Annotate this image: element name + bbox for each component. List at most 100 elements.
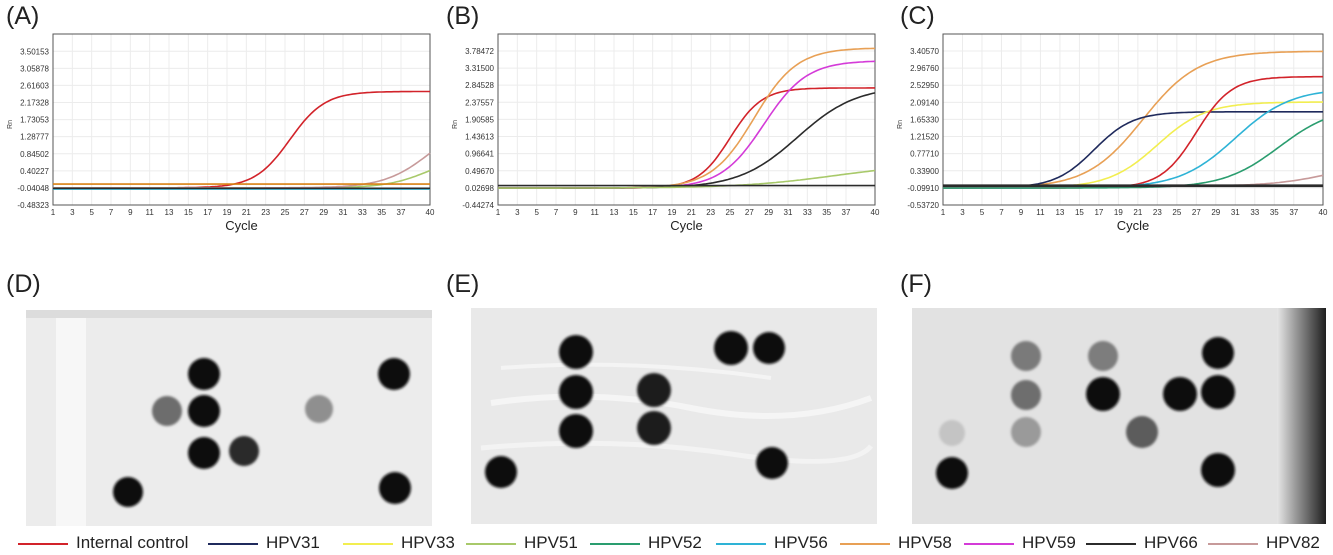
- dot: [936, 457, 968, 489]
- y-axis-label: Rn: [452, 120, 459, 129]
- x-tick-label: 23: [706, 208, 715, 217]
- x-axis-label: Cycle: [670, 218, 703, 233]
- x-tick-label: 25: [726, 208, 735, 217]
- y-tick-label: 1.65330: [910, 115, 939, 124]
- y-tick-label: 0.02698: [465, 184, 494, 193]
- dot: [188, 395, 220, 427]
- x-tick-label: 27: [1192, 208, 1201, 217]
- legend-label: HPV59: [1022, 533, 1076, 552]
- x-tick-label: 25: [1172, 208, 1181, 217]
- y-tick-label: 0.84502: [20, 150, 49, 159]
- legend-label: HPV66: [1144, 533, 1198, 552]
- y-tick-label: 3.78472: [465, 47, 494, 56]
- membrane-strip-f: [912, 308, 1326, 524]
- series-line: [53, 90, 430, 189]
- series-line: [943, 101, 1323, 189]
- dot: [637, 411, 671, 445]
- dot: [1011, 380, 1041, 410]
- y-tick-label: 0.49670: [465, 167, 494, 176]
- x-tick-label: 23: [1153, 208, 1162, 217]
- dot: [152, 396, 182, 426]
- x-tick-label: 11: [146, 208, 155, 217]
- x-tick-label: 19: [668, 208, 677, 217]
- x-tick-label: 31: [1231, 208, 1240, 217]
- dot: [188, 437, 220, 469]
- x-tick-label: 29: [1211, 208, 1220, 217]
- y-tick-label: 1.73053: [20, 116, 49, 125]
- x-tick-label: 35: [377, 208, 386, 217]
- x-tick-label: 29: [319, 208, 328, 217]
- x-tick-label: 7: [554, 208, 559, 217]
- y-tick-label: 1.21520: [910, 133, 939, 142]
- legend-label: HPV33: [401, 533, 455, 552]
- legend-label: HPV58: [898, 533, 952, 552]
- legend-swatch: [964, 543, 1014, 545]
- legend-label: HPV56: [774, 533, 828, 552]
- y-tick-label: 1.43613: [465, 133, 494, 142]
- x-tick-label: 17: [648, 208, 657, 217]
- legend-swatch: [590, 543, 640, 545]
- series-line: [943, 111, 1323, 189]
- x-tick-label: 33: [1250, 208, 1259, 217]
- x-tick-label: 3: [960, 208, 965, 217]
- legend-swatch: [1086, 543, 1136, 545]
- x-tick-label: 33: [803, 208, 812, 217]
- y-tick-label: 2.96760: [910, 64, 939, 73]
- series-line: [498, 92, 876, 189]
- y-tick-label: 0.77710: [910, 150, 939, 159]
- x-tick-label: 17: [203, 208, 212, 217]
- y-tick-label: 3.31500: [465, 64, 494, 73]
- series-line: [53, 169, 431, 189]
- panel-label-e: (E): [446, 270, 480, 298]
- y-tick-label: 2.61603: [20, 81, 49, 90]
- x-tick-label: 1: [51, 208, 56, 217]
- dot: [485, 456, 517, 488]
- legend-swatch: [18, 543, 68, 545]
- x-tick-label: 37: [1289, 208, 1298, 217]
- y-tick-label: 1.28777: [20, 133, 49, 142]
- x-tick-label: 27: [300, 208, 309, 217]
- x-tick-label: 31: [339, 208, 348, 217]
- series-line: [943, 91, 1324, 189]
- x-tick-label: 40: [1319, 208, 1328, 217]
- x-tick-label: 35: [1270, 208, 1279, 217]
- dot: [559, 414, 593, 448]
- membrane-strip-e: [471, 308, 877, 524]
- x-tick-label: 9: [573, 208, 578, 217]
- x-tick-label: 21: [242, 208, 251, 217]
- legend-label: Internal control: [76, 533, 189, 552]
- dot: [1086, 377, 1120, 411]
- x-tick-label: 31: [784, 208, 793, 217]
- dot: [1202, 337, 1234, 369]
- legend-swatch: [716, 543, 766, 545]
- y-tick-label: -0.48323: [17, 201, 49, 210]
- x-tick-label: 9: [128, 208, 133, 217]
- legend-swatch: [208, 543, 258, 545]
- x-tick-label: 9: [1019, 208, 1024, 217]
- dot: [559, 375, 593, 409]
- dot: [1201, 453, 1235, 487]
- dot: [637, 373, 671, 407]
- x-tick-label: 5: [89, 208, 94, 217]
- x-tick-label: 15: [184, 208, 193, 217]
- legend-label: HPV52: [648, 533, 702, 552]
- legend-label: HPV51: [524, 533, 578, 552]
- y-tick-label: 3.05878: [20, 64, 49, 73]
- dot: [378, 358, 410, 390]
- x-tick-label: 15: [629, 208, 638, 217]
- dot: [229, 436, 259, 466]
- dot: [1163, 377, 1197, 411]
- y-tick-label: 2.52950: [910, 81, 939, 90]
- x-tick-label: 13: [610, 208, 619, 217]
- y-tick-label: 1.90585: [465, 115, 494, 124]
- legend-swatch: [840, 543, 890, 545]
- series-line: [498, 60, 876, 189]
- y-tick-label: 3.40570: [910, 47, 939, 56]
- plot-frame: [942, 33, 1324, 206]
- x-tick-label: 1: [496, 208, 501, 217]
- dot: [1126, 416, 1158, 448]
- membrane-strip-d: [26, 310, 432, 526]
- x-tick-label: 5: [980, 208, 985, 217]
- y-tick-label: -0.04048: [17, 184, 49, 193]
- x-tick-label: 13: [165, 208, 174, 217]
